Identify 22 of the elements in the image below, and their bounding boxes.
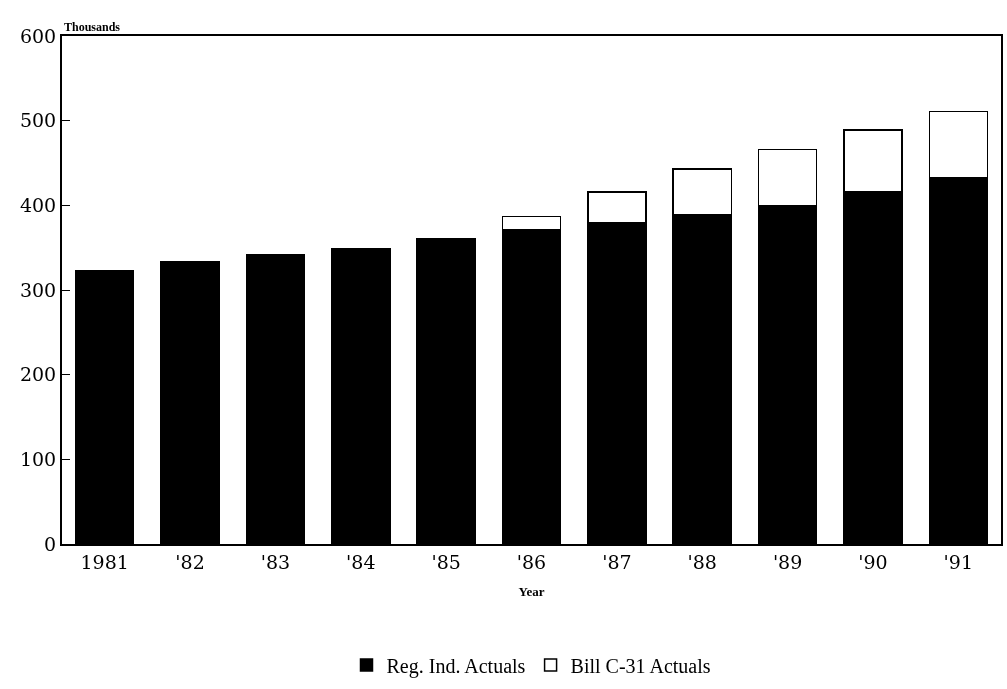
y-tick-label: 600 [19,24,57,47]
x-tick-label: '90 [858,550,888,573]
x-axis-title: Year [518,583,545,599]
x-tick-label: '89 [772,550,803,573]
x-tick-label: '82 [175,550,205,573]
legend-label: Bill C-31 Actuals [570,654,711,677]
y-tick-label: 200 [19,363,57,386]
x-tick-label: 1981 [80,550,129,573]
x-tick-label: '83 [260,550,291,573]
x-tick-label: '91 [943,550,974,573]
x-tick-label: '85 [431,550,461,573]
y-tick-label: 300 [19,278,57,301]
x-tick-label: '88 [687,550,717,573]
x-tick-label: '87 [602,550,632,573]
y-tick-label: 400 [19,193,57,216]
y-tick-label: 100 [19,447,57,470]
y-tick-label: 0 [44,532,57,555]
y-tick-label: 500 [19,109,57,132]
y-axis-title: Thousands [64,20,121,34]
legend-label: Reg. Ind. Actuals [386,654,526,678]
x-tick-label: '84 [346,550,376,573]
x-tick-label: '86 [516,550,547,573]
